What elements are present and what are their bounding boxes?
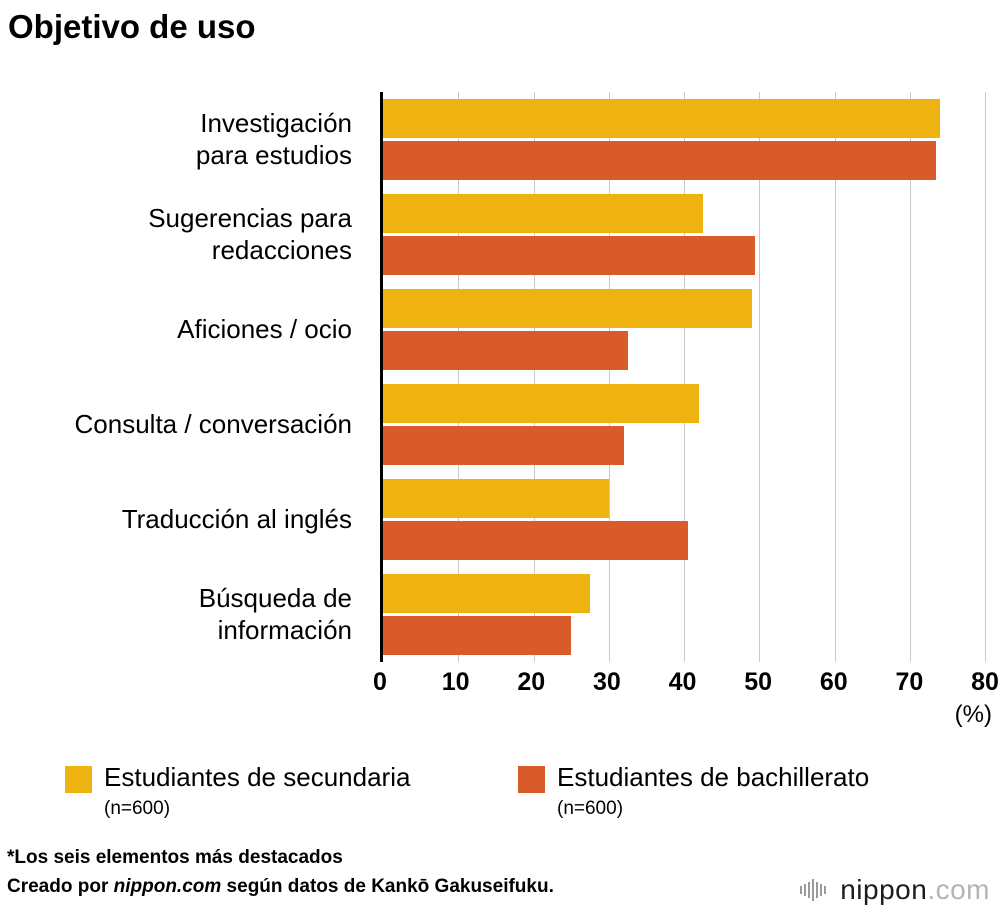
category-label: Aficiones / ocio xyxy=(177,313,352,344)
logo-wordmark: nippon.com xyxy=(840,874,990,906)
legend-swatch-bachillerato xyxy=(518,766,545,793)
x-tick-label: 40 xyxy=(668,668,697,696)
plot-area xyxy=(380,92,986,662)
gridline xyxy=(834,92,836,662)
category-label: Sugerencias para redacciones xyxy=(148,202,352,265)
gridline xyxy=(909,92,911,662)
logo-brand: nippon xyxy=(840,874,928,905)
bar-secundaria xyxy=(383,479,609,518)
logo-tld: .com xyxy=(927,874,990,905)
chart-title: Objetivo de uso xyxy=(8,8,256,45)
bar-secundaria xyxy=(383,574,590,613)
bar-bachillerato xyxy=(383,331,628,370)
category-label: Consulta / conversación xyxy=(74,408,352,439)
x-axis: 0 10 20 30 40 50 60 70 80 xyxy=(373,668,999,698)
category-label: Traducción al inglés xyxy=(121,503,352,534)
footnotes: *Los seis elementos más destacados Cread… xyxy=(7,844,554,902)
soundwave-icon xyxy=(800,879,827,901)
legend-sample-size: (n=600) xyxy=(557,798,624,819)
x-tick-label: 80 xyxy=(971,668,999,696)
x-tick-label: 30 xyxy=(592,668,621,696)
legend-swatch-secundaria xyxy=(65,766,92,793)
gridline xyxy=(608,92,610,662)
category-label: Búsqueda de información xyxy=(198,582,352,645)
x-axis-unit-label: (%) xyxy=(954,701,992,728)
x-tick-label: 20 xyxy=(517,668,546,696)
source-name: nippon.com xyxy=(113,875,222,897)
legend-text-secundaria: Estudiantes de secundaria (n=600) xyxy=(104,762,410,820)
footnote-line-1: *Los seis elementos más destacados xyxy=(7,847,343,868)
bar-bachillerato xyxy=(383,141,937,180)
bar-bachillerato xyxy=(383,521,688,560)
x-tick-label: 60 xyxy=(819,668,848,696)
category-labels-column: Investigación para estudios Sugerencias p… xyxy=(0,92,366,662)
bar-bachillerato xyxy=(383,236,756,275)
category-label: Investigación para estudios xyxy=(195,107,352,170)
bar-secundaria xyxy=(383,384,700,423)
x-tick-label: 70 xyxy=(895,668,924,696)
bar-secundaria xyxy=(383,194,703,233)
legend-text-bachillerato: Estudiantes de bachillerato (n=600) xyxy=(557,762,869,820)
gridline xyxy=(458,92,460,662)
legend-label: Estudiantes de bachillerato xyxy=(557,762,870,792)
legend-sample-size: (n=600) xyxy=(104,798,171,819)
x-tick-label: 50 xyxy=(744,668,773,696)
gridline xyxy=(759,92,761,662)
gridline xyxy=(684,92,685,662)
footnote-line-2: Creado por nippon.com según datos de Kan… xyxy=(7,875,554,897)
legend-item-secundaria: Estudiantes de secundaria (n=600) xyxy=(65,762,410,820)
bar-secundaria xyxy=(383,99,940,138)
legend-label: Estudiantes de secundaria xyxy=(104,762,411,792)
gridline xyxy=(533,92,535,662)
nippon-logo: nippon.com xyxy=(799,874,990,906)
legend-item-bachillerato: Estudiantes de bachillerato (n=600) xyxy=(518,762,869,820)
x-tick-label: 0 xyxy=(373,668,387,696)
bar-bachillerato xyxy=(383,616,572,655)
gridline xyxy=(985,92,986,662)
bar-secundaria xyxy=(383,289,752,328)
x-tick-label: 10 xyxy=(441,668,470,696)
bar-bachillerato xyxy=(383,426,624,465)
